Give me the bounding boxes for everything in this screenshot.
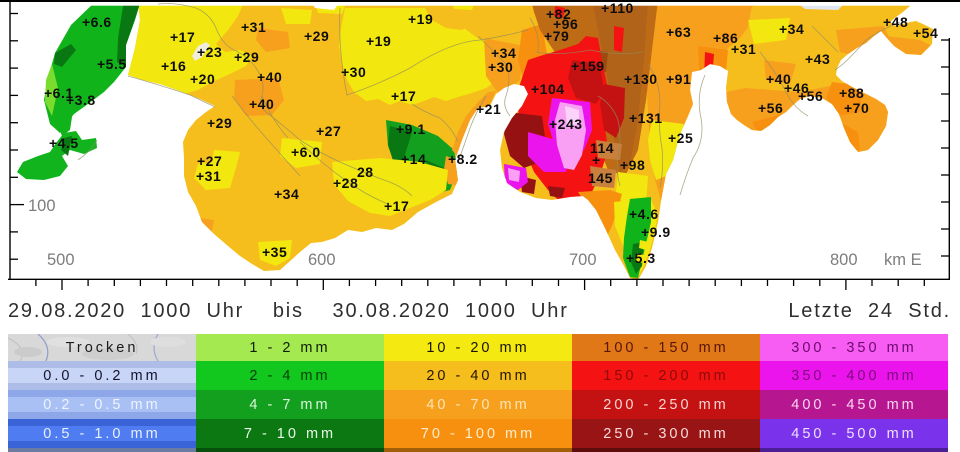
svg-text:800: 800 (830, 251, 858, 269)
svg-text:+6.6: +6.6 (82, 14, 112, 30)
svg-text:+16: +16 (161, 58, 186, 74)
svg-text:+34: +34 (491, 45, 516, 61)
svg-text:+27: +27 (197, 153, 222, 169)
svg-text:700: 700 (569, 251, 597, 269)
svg-text:600: 600 (308, 251, 336, 269)
svg-text:+35: +35 (262, 244, 287, 260)
svg-text:+5.3: +5.3 (626, 250, 656, 266)
svg-text:+9.1: +9.1 (396, 121, 426, 137)
svg-text:+56: +56 (798, 88, 823, 104)
svg-text:+5.5: +5.5 (97, 56, 127, 72)
svg-text:+17: +17 (170, 29, 195, 45)
svg-text:+79: +79 (544, 28, 569, 44)
svg-text:+131: +131 (629, 110, 663, 126)
svg-text:+19: +19 (408, 11, 433, 27)
svg-text:+19: +19 (366, 33, 391, 49)
svg-text:+40: +40 (249, 96, 274, 112)
svg-text:+82: +82 (546, 6, 571, 22)
svg-text:+14: +14 (401, 151, 426, 167)
svg-text:+48: +48 (883, 14, 908, 30)
svg-text:+88: +88 (839, 85, 864, 101)
svg-text:+130: +130 (624, 71, 658, 87)
svg-text:+110: +110 (601, 0, 634, 16)
svg-text:500: 500 (47, 251, 75, 269)
svg-text:+4.5: +4.5 (49, 135, 79, 151)
svg-text:+46: +46 (784, 80, 809, 96)
svg-text:+54: +54 (913, 25, 938, 41)
svg-text:+34: +34 (779, 21, 804, 37)
svg-text:+56: +56 (758, 100, 783, 116)
svg-text:+96: +96 (553, 16, 578, 32)
svg-text:+4.6: +4.6 (629, 206, 659, 222)
svg-text:+17: +17 (384, 198, 409, 214)
svg-text:114: 114 (590, 140, 614, 156)
svg-text:+9.9: +9.9 (641, 224, 671, 240)
svg-text:+70: +70 (844, 100, 869, 116)
svg-text:+31: +31 (196, 168, 221, 184)
svg-text:+159: +159 (571, 58, 605, 74)
svg-text:+104: +104 (531, 81, 565, 97)
svg-text:+: + (592, 152, 601, 168)
svg-text:+28: +28 (333, 175, 358, 191)
svg-text:+34: +34 (274, 186, 299, 202)
svg-text:+23: +23 (197, 44, 222, 60)
svg-text:+29: +29 (207, 115, 232, 131)
svg-text:+6.1: +6.1 (44, 85, 74, 101)
svg-text:+6.0: +6.0 (291, 144, 321, 160)
svg-text:100: 100 (28, 197, 56, 215)
svg-text:+25: +25 (668, 130, 693, 146)
svg-text:km E: km E (884, 251, 922, 269)
svg-text:145: 145 (588, 170, 613, 186)
svg-text:+40: +40 (766, 71, 791, 87)
svg-text:+20: +20 (190, 71, 215, 87)
svg-text:+40: +40 (257, 69, 282, 85)
svg-text:+29: +29 (304, 28, 329, 44)
svg-text:+91: +91 (666, 71, 691, 87)
svg-text:+243: +243 (549, 116, 583, 132)
svg-text:+21: +21 (476, 101, 501, 117)
svg-text:+27: +27 (316, 123, 341, 139)
svg-text:+30: +30 (341, 64, 366, 80)
svg-text:+31: +31 (241, 19, 266, 35)
svg-text:+30: +30 (488, 59, 513, 75)
svg-text:+98: +98 (620, 157, 645, 173)
svg-text:+3.8: +3.8 (66, 92, 96, 108)
svg-text:+31: +31 (731, 41, 756, 57)
svg-text:+17: +17 (391, 88, 416, 104)
svg-text:+29: +29 (234, 49, 259, 65)
svg-text:+43: +43 (805, 51, 830, 67)
svg-text:+63: +63 (666, 24, 691, 40)
svg-text:+8.2: +8.2 (448, 151, 478, 167)
svg-text:+86: +86 (713, 30, 738, 46)
svg-text:28: 28 (357, 164, 374, 180)
